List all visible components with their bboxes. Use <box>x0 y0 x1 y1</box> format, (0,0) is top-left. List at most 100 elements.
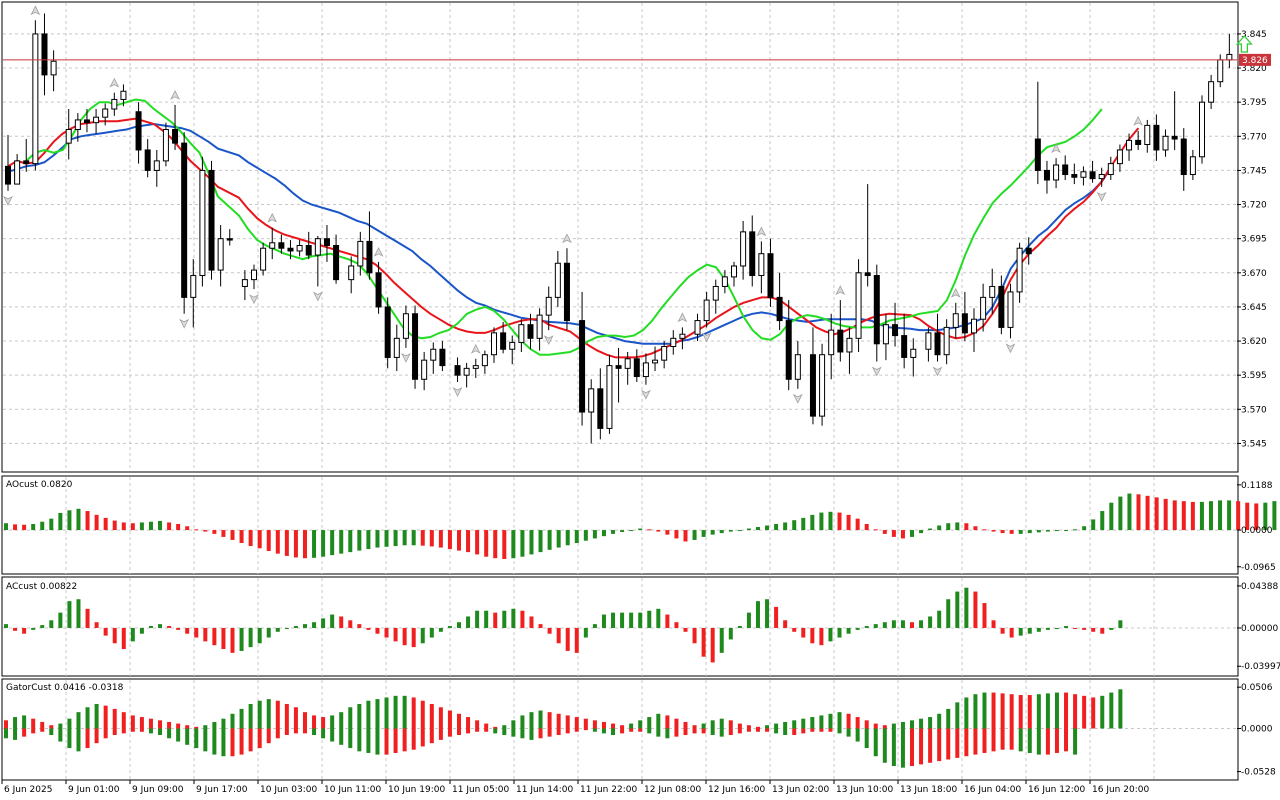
candle <box>606 354 613 434</box>
ao-bar <box>1227 500 1232 531</box>
ao-bar <box>629 530 634 532</box>
ao-bar <box>58 512 63 531</box>
candle-body <box>837 329 844 353</box>
ao-bar <box>746 528 751 531</box>
ac-bar <box>946 599 951 628</box>
ao-bar <box>737 530 742 532</box>
price-tick-label: 3.670 <box>1241 269 1267 279</box>
ao-bar <box>139 522 144 531</box>
candle <box>785 300 792 391</box>
ac-bar <box>484 610 489 628</box>
candle-body <box>1016 247 1023 293</box>
gator-upper-bar <box>221 718 226 729</box>
ao-bar <box>1073 529 1078 531</box>
gator-lower-bar <box>402 728 407 752</box>
candle-body <box>694 320 701 335</box>
candle <box>864 184 871 287</box>
ao-panel[interactable]: 0.1188 0.0000 -0.0965 AOcust 0.0820 <box>1 475 1280 575</box>
ao-bar <box>1009 530 1014 534</box>
gator-lower-bar <box>447 728 452 737</box>
indicator-tick-label: -0.03997 <box>1241 662 1280 672</box>
gator-lower-bar <box>1036 728 1041 755</box>
gator-upper-bar <box>375 699 380 729</box>
gator-upper-bar <box>774 723 779 729</box>
gator-lower-bar <box>919 728 924 765</box>
time-tick-label: 11 Jun 22:00 <box>580 785 637 795</box>
ao-bar <box>330 530 335 556</box>
ac-bar <box>583 627 588 638</box>
candle <box>491 327 497 363</box>
ac-bar <box>94 622 99 628</box>
candle <box>278 234 285 254</box>
ac-bar <box>103 627 108 636</box>
gator-upper-bar <box>919 718 924 729</box>
gator-lower-bar <box>601 728 606 734</box>
ao-bar <box>1263 502 1268 531</box>
gator-lower-bar <box>230 728 235 757</box>
ac-bar <box>1073 627 1078 629</box>
candle <box>961 291 968 342</box>
candle-body <box>1171 135 1178 140</box>
candle-body <box>412 313 419 380</box>
time-tick-label: 9 Jun 01:00 <box>68 785 120 795</box>
time-tick-label: 12 Jun 08:00 <box>644 785 701 795</box>
gator-lower-bar <box>583 728 588 731</box>
candle <box>518 319 525 352</box>
gator-lower-bar <box>900 728 905 768</box>
gator-lower-bar <box>520 728 525 739</box>
ao-bar <box>565 530 570 546</box>
ao-bar <box>1181 501 1186 531</box>
candle <box>333 234 340 284</box>
gator-lower-bar <box>148 728 153 734</box>
ac-bar <box>855 627 860 630</box>
gator-lower-bar <box>692 728 697 734</box>
gator-upper-bar <box>312 715 317 729</box>
candle-body <box>615 365 622 369</box>
ac-bar <box>665 614 670 628</box>
candle <box>1062 155 1069 180</box>
candle <box>348 256 355 294</box>
ac-bar <box>185 627 190 634</box>
gator-lower-bar <box>248 728 253 752</box>
candle-body <box>1098 174 1105 180</box>
ac-bar <box>592 624 597 628</box>
gator-panel[interactable]: 0.0506 0.0000 -0.0528 GatorCust 0.0416 -0.… <box>1 678 1276 781</box>
gator-lower-bar <box>991 728 996 752</box>
time-tick-label: 9 Jun 09:00 <box>132 785 184 795</box>
gator-upper-bar <box>601 721 606 729</box>
time-tick-label: 13 Jun 10:00 <box>836 785 893 795</box>
ao-bar <box>121 522 126 531</box>
gator-lower-bar <box>538 728 543 739</box>
price-panel[interactable]: 3.845 3.820 3.795 3.770 3.745 3.720 3.695 3.670… <box>1 1 1271 473</box>
gator-lower-bar <box>701 728 706 734</box>
candle-body <box>135 111 142 151</box>
ac-bar <box>1091 627 1096 632</box>
current-price-label: 3.826 <box>1242 56 1268 66</box>
gator-indicator-label: GatorCust 0.0416 -0.0318 <box>6 683 124 693</box>
time-tick-label: 13 Jun 02:00 <box>772 785 829 795</box>
price-tick-label: 3.645 <box>1241 303 1267 313</box>
candle-body <box>1116 149 1123 165</box>
gator-lower-bar <box>411 728 416 750</box>
gator-lower-bar <box>665 728 670 739</box>
ac-bar <box>40 625 45 628</box>
gator-upper-bar <box>121 712 126 729</box>
ao-bar <box>502 530 507 559</box>
ao-bar <box>701 530 706 537</box>
ac-panel[interactable]: 0.04388 0.00000 -0.03997 ACcust 0.00822 <box>1 576 1280 677</box>
candle-body <box>712 285 719 301</box>
gator-upper-bar <box>339 712 344 729</box>
price-axis: 3.845 3.820 3.795 3.770 3.745 3.720 3.695 3.670… <box>1237 30 1267 449</box>
candle <box>679 327 686 350</box>
candle <box>83 109 90 133</box>
candle-body <box>527 324 534 339</box>
time-axis: 6 Jun 2025 9 Jun 01:00 9 Jun 09:00 9 Jun 17… <box>1 780 1149 795</box>
gator-upper-bar <box>457 713 461 729</box>
candle-body <box>305 245 312 256</box>
gator-lower-bar <box>864 728 869 749</box>
fractal-down-arrow <box>1096 191 1107 202</box>
candle <box>1199 95 1205 164</box>
ac-bar <box>674 622 679 628</box>
gator-upper-bar <box>484 723 489 729</box>
